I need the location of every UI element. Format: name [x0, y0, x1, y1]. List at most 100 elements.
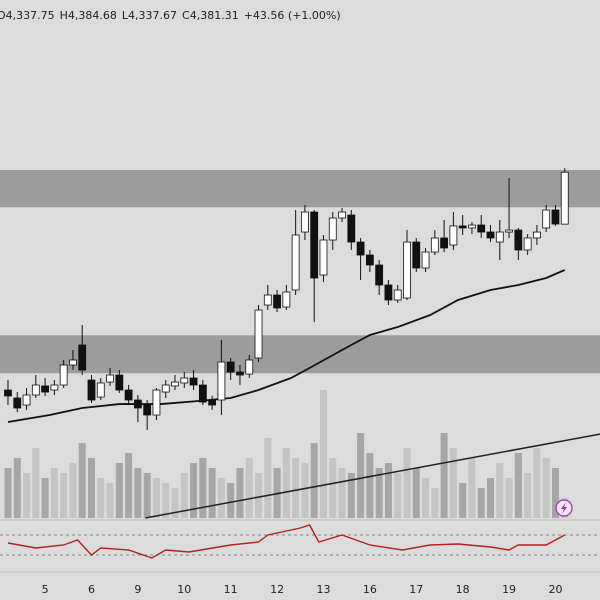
volume-bar — [431, 488, 439, 518]
volume-bar — [4, 468, 12, 518]
candle-body — [59, 364, 68, 386]
ohlc-header: O4,337.75 — [0, 9, 55, 22]
candle-body — [124, 389, 133, 401]
flash-icon[interactable] — [555, 499, 573, 517]
volume-bar — [412, 468, 420, 518]
x-tick-label: 17 — [409, 583, 423, 596]
candle-body — [282, 291, 291, 308]
x-tick-label: 20 — [548, 583, 562, 596]
volume-bar — [217, 478, 225, 518]
x-tick-label: 12 — [270, 583, 284, 596]
volume-bar — [357, 433, 365, 518]
zone — [0, 335, 600, 374]
volume-bar — [487, 478, 495, 518]
volume-bar — [50, 468, 58, 518]
candle-body — [31, 384, 40, 396]
candle-body — [115, 374, 124, 391]
volume-bar — [143, 473, 151, 518]
candle-body — [69, 359, 77, 366]
x-tick-label: 10 — [177, 583, 191, 596]
candle-body — [505, 229, 513, 233]
candle-body — [171, 381, 179, 387]
volume-bar — [459, 483, 467, 518]
candle-body — [87, 379, 96, 401]
candle-body — [560, 171, 569, 225]
volume-bar — [78, 443, 86, 518]
volume-bar — [384, 463, 392, 518]
volume-bar — [60, 473, 68, 518]
candle-body — [468, 224, 476, 229]
candle-body — [477, 224, 486, 233]
x-tick-label: 6 — [88, 583, 95, 596]
candle-body — [458, 225, 467, 229]
x-tick-label: 19 — [502, 583, 516, 596]
candle-body — [533, 231, 541, 239]
volume-bar — [440, 433, 448, 518]
rsi-line — [7, 524, 566, 559]
ohlc-header: H4,384.68 — [60, 9, 117, 22]
volume-bar — [338, 468, 346, 518]
candle-body — [198, 384, 207, 403]
volume-bar — [13, 458, 21, 518]
volume-bar — [347, 473, 355, 518]
volume-bar — [366, 453, 374, 518]
candle-body — [319, 239, 328, 276]
volume-bar — [208, 468, 216, 518]
volume-bar — [97, 478, 105, 518]
candle-body — [152, 389, 161, 416]
candle-body — [226, 361, 235, 373]
candle-body — [217, 361, 226, 401]
candle-body — [421, 251, 430, 269]
trendline — [145, 433, 600, 519]
candle-body — [236, 371, 244, 376]
candle-body — [440, 237, 449, 249]
volume-bar — [199, 458, 207, 518]
volume-bar — [542, 458, 550, 518]
candle-body — [328, 217, 337, 241]
volume-bar — [134, 468, 142, 518]
candle-body — [133, 399, 142, 409]
candle-body — [78, 344, 87, 371]
candle-body — [338, 211, 346, 219]
candle-body — [384, 284, 393, 301]
x-tick-label: 16 — [363, 583, 377, 596]
candle-body — [291, 234, 300, 291]
candle-body — [41, 385, 49, 393]
ohlc-header: C4,381.31 — [182, 9, 239, 22]
candle-body — [301, 211, 309, 233]
volume-bar — [301, 463, 309, 518]
volume-bar — [319, 390, 327, 518]
candle-body — [180, 377, 189, 384]
candle-body — [4, 389, 12, 397]
volume-bar — [125, 453, 133, 518]
candle-body — [514, 229, 523, 251]
candle-body — [412, 241, 421, 269]
candle-body — [523, 237, 532, 251]
volume-bar — [282, 448, 290, 518]
volume-bar — [245, 458, 253, 518]
candle-body — [347, 214, 356, 243]
plot — [0, 168, 600, 559]
volume-bar — [496, 463, 504, 518]
candle-body — [551, 209, 560, 225]
volume-bar — [264, 438, 272, 518]
ohlc-header: L4,337.67 — [122, 9, 177, 22]
candle-body — [13, 397, 22, 409]
volume-bar — [171, 488, 179, 518]
volume-bar — [394, 473, 402, 518]
volume-bar — [41, 478, 49, 518]
candle-body — [245, 359, 254, 375]
candle-body — [365, 254, 374, 266]
candle-body — [486, 231, 495, 239]
candle-body — [208, 399, 217, 406]
x-tick-label: 9 — [134, 583, 141, 596]
volume-bar — [106, 483, 114, 518]
moving-average — [7, 269, 566, 423]
volume-bar — [190, 463, 198, 518]
candle-body — [143, 404, 152, 416]
volume-bar — [292, 458, 300, 518]
volume-bar — [115, 463, 123, 518]
volume-bar — [23, 473, 31, 518]
volume-bar — [422, 478, 430, 518]
